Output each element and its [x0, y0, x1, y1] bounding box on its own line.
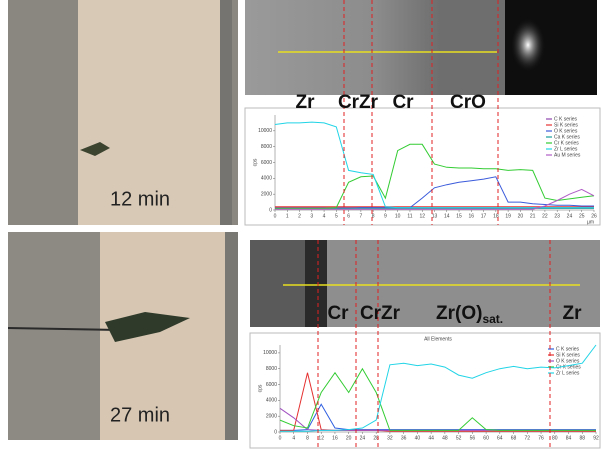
x-tick-label: 36	[401, 435, 407, 441]
phase-label: CrZr	[360, 303, 401, 324]
x-tick-label: 19	[505, 213, 511, 219]
y-tick-label: 8000	[266, 366, 277, 372]
x-tick-label: 20	[518, 213, 524, 219]
x-tick-label: 5	[335, 213, 338, 219]
x-tick-label: 14	[444, 213, 450, 219]
y-tick-label: 6000	[261, 160, 272, 166]
x-tick-label: 12	[419, 213, 425, 219]
figure: 12 min 27 min 02000400060008000100000123…	[0, 0, 603, 450]
y-tick-label: 10000	[263, 350, 277, 356]
phase-label: Cr	[392, 92, 414, 113]
x-tick-label: 24	[567, 213, 573, 219]
x-tick-label: 0	[279, 435, 282, 441]
x-tick-label: 2	[298, 213, 301, 219]
x-tick-label: 13	[432, 213, 438, 219]
x-tick-label: 23	[554, 213, 560, 219]
x-tick-label: 0	[274, 213, 277, 219]
time-label: 27 min	[110, 404, 170, 426]
x-tick-label: 9	[384, 213, 387, 219]
x-tick-label: 7	[359, 213, 362, 219]
x-tick-label: 15	[456, 213, 462, 219]
y-tick-label: 6000	[266, 382, 277, 388]
x-tick-label: 4	[323, 213, 326, 219]
x-tick-label: 92	[593, 435, 599, 441]
x-tick-label: 84	[566, 435, 572, 441]
time-label: 12 min	[110, 188, 170, 210]
phase-label: Cr	[327, 303, 349, 324]
phase-label: CrO	[450, 92, 486, 113]
x-tick-label: 56	[470, 435, 476, 441]
x-tick-label: 40	[415, 435, 421, 441]
y-tick-label: 2000	[266, 414, 277, 420]
y-tick-label: 8000	[261, 144, 272, 150]
x-tick-label: 24	[360, 435, 366, 441]
legend-label: Au M series	[554, 152, 581, 158]
y-tick-label: 0	[269, 207, 272, 213]
x-tick-label: 21	[530, 213, 536, 219]
x-tick-label: 16	[469, 213, 475, 219]
phase-label: CrZr	[338, 92, 379, 113]
x-tick-label: 10	[395, 213, 401, 219]
phase-subscript: sat.	[482, 312, 503, 326]
x-tick-label: 12	[318, 435, 324, 441]
x-tick-label: 11	[407, 213, 412, 219]
x-tick-label: 60	[483, 435, 489, 441]
figure-svg: 12 min 27 min 02000400060008000100000123…	[0, 0, 603, 450]
x-tick-label: 68	[511, 435, 517, 441]
legend-label: Zr L series	[556, 370, 580, 376]
x-tick-label: 1	[286, 213, 289, 219]
x-tick-label: 8	[306, 435, 309, 441]
x-tick-label: 20	[346, 435, 352, 441]
x-axis-label: µm	[587, 219, 594, 225]
sem-top	[245, 0, 597, 95]
y-tick-label: 2000	[261, 191, 272, 197]
y-axis-label: cps	[252, 158, 258, 166]
y-tick-label: 10000	[258, 128, 272, 134]
x-tick-label: 3	[310, 213, 313, 219]
x-tick-label: 88	[579, 435, 585, 441]
y-tick-label: 4000	[261, 176, 272, 182]
chart-title: All Elements	[424, 336, 452, 342]
y-tick-label: 0	[274, 429, 277, 435]
x-tick-label: 32	[387, 435, 393, 441]
x-tick-label: 17	[481, 213, 487, 219]
x-tick-label: 64	[497, 435, 503, 441]
x-tick-label: 80	[552, 435, 558, 441]
x-tick-label: 76	[538, 435, 544, 441]
x-tick-label: 16	[332, 435, 338, 441]
phase-label: Zr	[563, 303, 583, 324]
x-tick-label: 48	[442, 435, 448, 441]
sem-bottom	[250, 240, 600, 327]
x-tick-label: 25	[579, 213, 585, 219]
x-tick-label: 52	[456, 435, 462, 441]
phase-text: Zr(O)	[436, 303, 482, 324]
y-axis-label: cps	[257, 384, 263, 392]
x-tick-label: 22	[542, 213, 548, 219]
y-tick-label: 4000	[266, 398, 277, 404]
x-tick-label: 4	[292, 435, 295, 441]
x-tick-label: 44	[428, 435, 434, 441]
phase-label: Zr	[296, 92, 316, 113]
x-tick-label: 72	[525, 435, 531, 441]
x-tick-label: 6	[347, 213, 350, 219]
